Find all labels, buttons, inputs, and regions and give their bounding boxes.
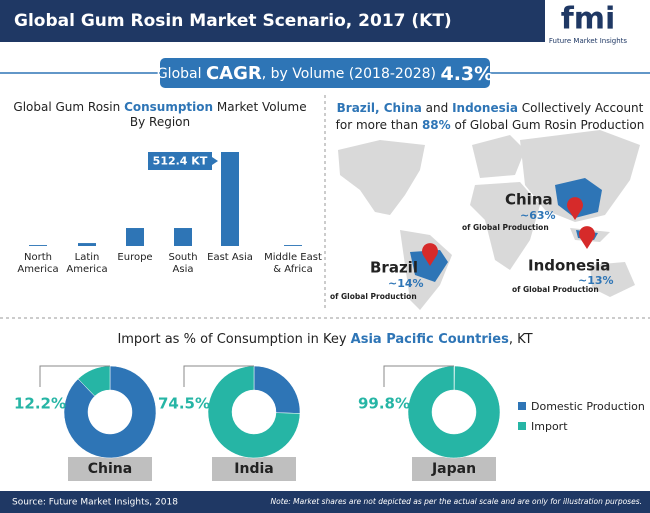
country-box (68, 457, 152, 481)
title-part: Collectively Account for more than (335, 101, 644, 132)
country-label: Japan (431, 461, 476, 477)
pie-slice (253, 365, 301, 414)
country-label: China (88, 461, 132, 477)
logo: fmi (561, 2, 616, 37)
cagr-prefix: Global (157, 66, 202, 82)
pie-slice (207, 365, 301, 459)
x-tick-label: Latin America (66, 252, 108, 275)
bar-title: Global Gum Rosin Consumption Market Volu… (5, 100, 315, 130)
cagr-label: CAGR (206, 63, 262, 84)
value-label: 99.8% (358, 395, 410, 413)
bar (29, 245, 47, 246)
cagr-text: , by Volume (2018-2028) (262, 66, 436, 82)
pie-slice (407, 365, 501, 459)
title-part: and (421, 101, 453, 115)
cagr-box (160, 58, 490, 88)
leader-line (39, 365, 110, 387)
country-name: China (505, 191, 553, 209)
note: Note: Market shares are not depicted as … (271, 497, 643, 506)
bar (78, 243, 96, 246)
country-box (212, 457, 296, 481)
country-share: ~14% (388, 277, 424, 290)
bar (174, 228, 192, 246)
country-note: of Global Production (512, 285, 599, 294)
bar (284, 245, 302, 246)
value-label-arrow (212, 157, 218, 165)
x-tick-label: South Asia (168, 252, 198, 275)
x-tick-label: North America (17, 252, 59, 275)
title-part: 88% (421, 118, 451, 132)
value-label: 74.5% (158, 395, 210, 413)
pie-slice (63, 365, 157, 459)
legend-label: Domestic Production (531, 400, 645, 413)
value-label: 12.2% (14, 395, 66, 413)
title-part: Global Gum Rosin (13, 100, 125, 114)
source: Source: Future Market Insights, 2018 (12, 498, 178, 508)
country-box (412, 457, 496, 481)
logo-sub: Future Market Insights (549, 37, 628, 45)
title-part: Import as % of Consumption in Key (117, 332, 351, 347)
country-name: Brazil (370, 259, 418, 277)
leader-line (183, 365, 254, 387)
x-tick-label: Europe (117, 252, 153, 263)
title-part: Market Volume By Region (129, 100, 307, 129)
country-name: Indonesia (528, 257, 610, 275)
footer-band (0, 491, 650, 513)
leader-line (383, 365, 454, 387)
x-tick-label: East Asia (207, 252, 253, 263)
header-band (0, 0, 545, 42)
country-share: ~63% (520, 209, 556, 222)
legend-swatch (518, 402, 526, 410)
import-title: Import as % of Consumption in Key Asia P… (0, 332, 650, 347)
world-map (338, 130, 640, 310)
title-part: Asia Pacific Countries (350, 332, 509, 347)
legend-label: Import (531, 420, 568, 433)
bar (126, 228, 144, 246)
map-title: Brazil, China and Indonesia Collectively… (335, 100, 645, 134)
country-note: of Global Production (462, 223, 549, 232)
map-pins (421, 197, 595, 266)
x-tick-label: Middle East & Africa (264, 252, 322, 275)
title: Global Gum Rosin Market Scenario, 2017 (… (14, 11, 452, 31)
legend-swatch (518, 422, 526, 430)
title-part: of Global Gum Rosin Production (450, 118, 645, 132)
title-part: Brazil, China (336, 101, 422, 115)
bar (221, 152, 239, 246)
value-label: 512.4 KT (153, 155, 208, 168)
country-note: of Global Production (330, 292, 417, 301)
country-label: India (234, 461, 273, 477)
cagr: Global CAGR, by Volume (2018-2028) 4.3% (157, 63, 493, 85)
title-part: , KT (508, 332, 533, 347)
title-part: Consumption (124, 100, 214, 114)
country-share: ~13% (578, 274, 614, 287)
value-label-box (148, 152, 212, 170)
title-part: Indonesia (452, 101, 518, 115)
cagr-value: 4.3% (440, 63, 493, 85)
